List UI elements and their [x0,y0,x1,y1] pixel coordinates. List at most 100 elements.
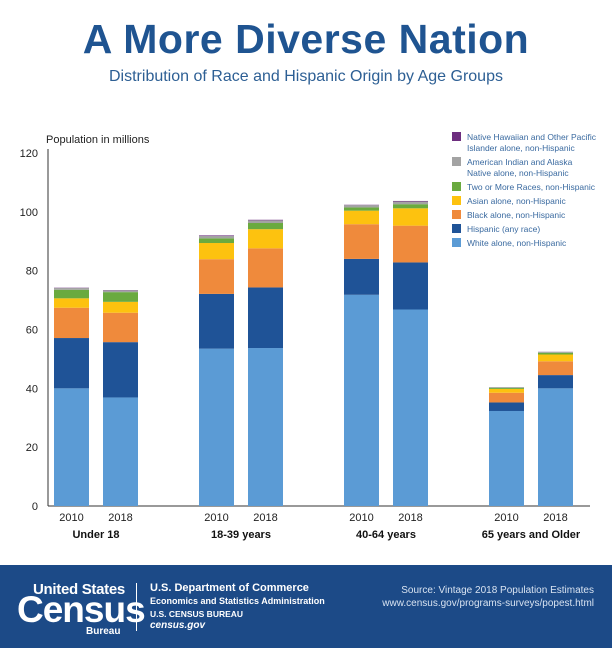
footer-divider [136,583,137,631]
legend-swatch [452,132,461,141]
legend-swatch [452,182,461,191]
legend-swatch [452,196,461,205]
bar-segment [538,352,573,355]
y-tick-label: 60 [26,325,38,337]
bar-segment [103,290,138,293]
bar-segment [199,243,234,260]
legend-label: Islander alone, non-Hispanic [467,143,575,153]
bar-segment [248,223,283,230]
x-tick-label: 2010 [494,512,518,524]
bar-segment [54,288,89,290]
legend-swatch [452,210,461,219]
bar-segment [344,294,379,506]
bar-segment [538,351,573,353]
bar-segment [393,200,428,202]
census-logo-top: United States [33,581,125,598]
bar-segment [344,224,379,259]
legend-label: Two or More Races, non-Hispanic [467,182,596,192]
census-website-link[interactable]: census.gov [150,620,206,631]
bar-segment [393,262,428,310]
bar-segment [199,259,234,294]
x-tick-label: 2010 [349,512,373,524]
bar-segment [103,397,138,506]
bar-segment [248,287,283,349]
group-label: Under 18 [72,529,119,541]
x-tick-label: 2018 [398,512,422,524]
group-label: 18-39 years [211,529,271,541]
bar-segment [344,210,379,225]
bar-segment [199,238,234,244]
bar-segment [393,201,428,205]
legend-swatch [452,238,461,247]
legend-label: White alone, non-Hispanic [467,238,567,248]
bar-segment [393,225,428,263]
chart-title: A More Diverse Nation [82,16,530,62]
legend-swatch [452,157,461,166]
bar-segment [199,293,234,349]
x-tick-label: 2018 [108,512,132,524]
y-axis-label: Population in millions [46,134,150,146]
y-tick-label: 0 [32,501,38,513]
bar-segment [103,292,138,302]
y-tick-label: 100 [20,207,38,219]
bar-segment [393,204,428,209]
x-tick-label: 2010 [204,512,228,524]
y-tick-label: 120 [20,148,38,160]
bar-segment [199,348,234,506]
source-note: Source: Vintage 2018 Population Estimate… [401,585,594,596]
legend-swatch [452,224,461,233]
y-tick-label: 40 [26,383,38,395]
legend-label: Native Hawaiian and Other Pacific [467,132,597,142]
legend-label: Native alone, non-Hispanic [467,168,569,178]
legend-label: Black alone, non-Hispanic [467,210,566,220]
administration-name: Economics and Statistics Administration [150,596,325,606]
bar-segment [248,348,283,506]
bar-segment [54,298,89,308]
legend-label: Hispanic (any race) [467,224,540,234]
census-logo-bureau: Bureau [86,626,121,637]
bar-segment [103,342,138,398]
bar-segment [538,375,573,389]
legend-label: Asian alone, non-Hispanic [467,196,567,206]
group-label: 40-64 years [356,529,416,541]
department-name: U.S. Department of Commerce [150,582,309,594]
bar-segment [489,388,524,393]
bar-segment [489,410,524,506]
bar-segment [489,387,524,388]
x-tick-label: 2018 [543,512,567,524]
stacked-bar-chart: Population in millions 0 20 40 60 80 100 120 201… [20,132,597,541]
bar-segment [344,258,379,295]
source-url-link[interactable]: www.census.gov/programs-surveys/popest.h… [382,598,594,609]
y-tick-label: 20 [26,442,38,454]
bar-segment [199,235,234,236]
bar-segment [248,219,283,221]
bureau-name: U.S. CENSUS BUREAU [150,609,244,619]
bar-segment [199,235,234,239]
bar-segment [489,387,524,389]
y-tick-label: 80 [26,266,38,278]
bar-segment [538,388,573,506]
legend-label: American Indian and Alaska [467,157,573,167]
bar-segment [393,309,428,506]
bar-segment [248,220,283,224]
bar-segment [489,392,524,403]
x-tick-label: 2018 [253,512,277,524]
bar-segment [54,289,89,299]
bar-segment [248,229,283,249]
bar-segment [54,388,89,506]
group-label: 65 years and Older [482,529,581,541]
bar-segment [393,208,428,226]
bar-segment [103,301,138,313]
chart-subtitle: Distribution of Race and Hispanic Origin… [109,68,503,85]
bar-segment [54,307,89,339]
bar-segment [538,361,573,376]
bar-segment [248,248,283,288]
footer-banner: United States Census Bureau U.S. Departm… [0,565,612,648]
bar-segment [489,402,524,411]
census-logo: Census [17,589,146,630]
bar-segment [54,338,89,389]
bar-segment [344,205,379,208]
bar-segment [538,354,573,362]
bar-segment [103,312,138,343]
bar-segment [344,207,379,211]
